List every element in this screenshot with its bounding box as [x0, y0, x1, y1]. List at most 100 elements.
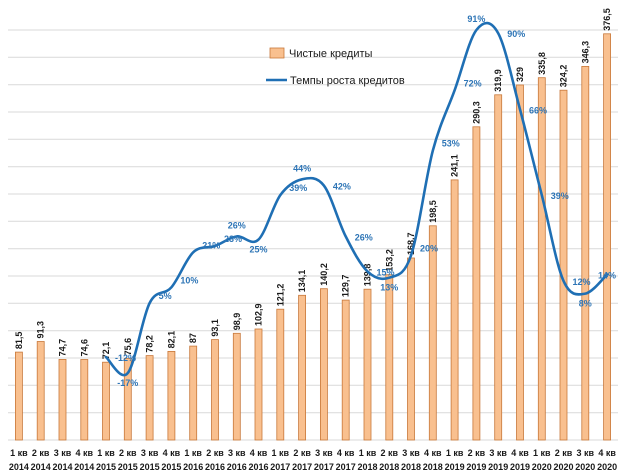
bar-value-label: 74,7 — [58, 339, 68, 357]
bar-value-label: 324,2 — [559, 65, 569, 88]
bar-value-label: 329 — [515, 67, 525, 82]
x-tick-quarter: 3 кв — [489, 448, 507, 458]
x-tick-quarter: 1 кв — [446, 448, 464, 458]
x-tick-year: 2015 — [140, 462, 160, 472]
x-tick-quarter: 1 кв — [359, 448, 377, 458]
bar — [145, 355, 154, 441]
x-tick-quarter: 3 кв — [315, 448, 333, 458]
bar — [232, 332, 241, 441]
x-tick-quarter: 2 кв — [555, 448, 573, 458]
bar-value-label: 129,7 — [341, 275, 351, 298]
x-tick-quarter: 4 кв — [250, 448, 268, 458]
growth-rate-label: 23% — [224, 234, 242, 244]
x-tick-year: 2018 — [423, 462, 443, 472]
growth-rate-label: 26% — [355, 232, 373, 242]
growth-rate-label: -17% — [117, 378, 138, 388]
x-tick-year: 2014 — [74, 462, 94, 472]
x-tick-year: 2016 — [227, 462, 247, 472]
x-tick-quarter: 4 кв — [163, 448, 181, 458]
x-tick-year: 2015 — [118, 462, 138, 472]
bar-value-label: 319,9 — [493, 69, 503, 92]
x-tick-quarter: 4 кв — [337, 448, 355, 458]
bar-value-label: 198,5 — [428, 200, 438, 223]
bar-value-label: 153,2 — [384, 249, 394, 272]
x-tick-year: 2017 — [270, 462, 290, 472]
bar — [254, 328, 263, 441]
bar — [407, 257, 415, 441]
x-tick-quarter: 1 кв — [272, 448, 290, 458]
bar — [189, 345, 198, 441]
growth-rate-label: 39% — [289, 183, 307, 193]
growth-rate-label: 72% — [464, 78, 482, 88]
x-tick-year: 2020 — [597, 462, 617, 472]
bar-value-label: 121,2 — [275, 284, 285, 307]
x-tick-year: 2019 — [488, 462, 508, 472]
bar — [123, 357, 132, 441]
x-tick-year: 2014 — [31, 462, 51, 472]
growth-rate-label: 8% — [579, 299, 592, 309]
bar — [385, 274, 394, 441]
growth-rate-label: 5% — [159, 291, 172, 301]
bar-value-label: 98,9 — [232, 313, 242, 331]
growth-rate-line — [104, 21, 609, 377]
x-tick-quarter: 2 кв — [468, 448, 486, 458]
bar — [450, 179, 459, 441]
bar — [276, 308, 285, 441]
growth-line-layer — [104, 21, 609, 377]
x-tick-year: 2018 — [401, 462, 421, 472]
bar-value-label: 290,3 — [471, 101, 481, 124]
x-tick-year: 2015 — [161, 462, 181, 472]
x-tick-year: 2018 — [379, 462, 399, 472]
legend-label-line: Темпы роста кредитов — [290, 75, 405, 87]
x-tick-quarter: 3 кв — [577, 448, 595, 458]
bar — [14, 351, 23, 441]
x-tick-year: 2014 — [9, 462, 29, 472]
bar-value-label: 82,1 — [166, 331, 176, 349]
x-tick-quarter: 4 кв — [424, 448, 442, 458]
bar — [58, 358, 67, 441]
x-tick-year: 2018 — [357, 462, 377, 472]
bar — [319, 288, 328, 441]
x-tick-year: 2016 — [183, 462, 203, 472]
bar — [603, 33, 611, 441]
growth-rate-label: 26% — [228, 220, 246, 230]
x-tick-quarter: 1 кв — [533, 448, 551, 458]
growth-rate-label: -12% — [115, 353, 136, 363]
growth-rate-label: 12% — [573, 277, 591, 287]
growth-rate-label: 15% — [377, 267, 395, 277]
bar-value-label: 346,3 — [580, 41, 590, 64]
x-tick-year: 2019 — [510, 462, 530, 472]
x-tick-quarter: 4 кв — [598, 448, 616, 458]
growth-rate-label: 25% — [249, 245, 267, 255]
bar-value-label: 74,6 — [79, 339, 89, 357]
x-tick-year: 2017 — [292, 462, 312, 472]
bar-value-label: 134,1 — [297, 270, 307, 293]
bar — [80, 359, 89, 441]
bar-value-label: 139,8 — [363, 264, 373, 287]
bars — [14, 33, 611, 441]
growth-rate-label: 14% — [598, 271, 616, 281]
x-tick-quarter: 3 кв — [402, 448, 420, 458]
bar — [516, 84, 524, 441]
growth-labels: -12% -17% 5% 10% 21% 23% 26% 25% 39% 44% 42% 26% 15%… — [115, 14, 616, 388]
legend-swatch-bars — [269, 47, 285, 59]
bar — [298, 294, 307, 441]
x-tick-quarter: 1 кв — [184, 448, 202, 458]
bar-value-label: 87 — [188, 333, 198, 343]
legend-label-bars: Чистые кредиты — [289, 48, 373, 60]
bar-value-label: 75,6 — [123, 338, 133, 356]
bar-value-label: 102,9 — [254, 303, 264, 326]
bar-value-label: 93,1 — [210, 319, 220, 337]
bar — [341, 299, 350, 441]
x-tick-year: 2019 — [466, 462, 486, 472]
growth-rate-label: 20% — [420, 244, 438, 254]
x-tick-quarter: 2 кв — [206, 448, 224, 458]
x-tick-quarter: 4 кв — [76, 448, 94, 458]
x-tick-quarter: 3 кв — [141, 448, 159, 458]
bar-value-label: 241,1 — [450, 154, 460, 177]
bar-value-label: 72,1 — [101, 342, 111, 360]
bar-value-label: 376,5 — [602, 8, 612, 31]
